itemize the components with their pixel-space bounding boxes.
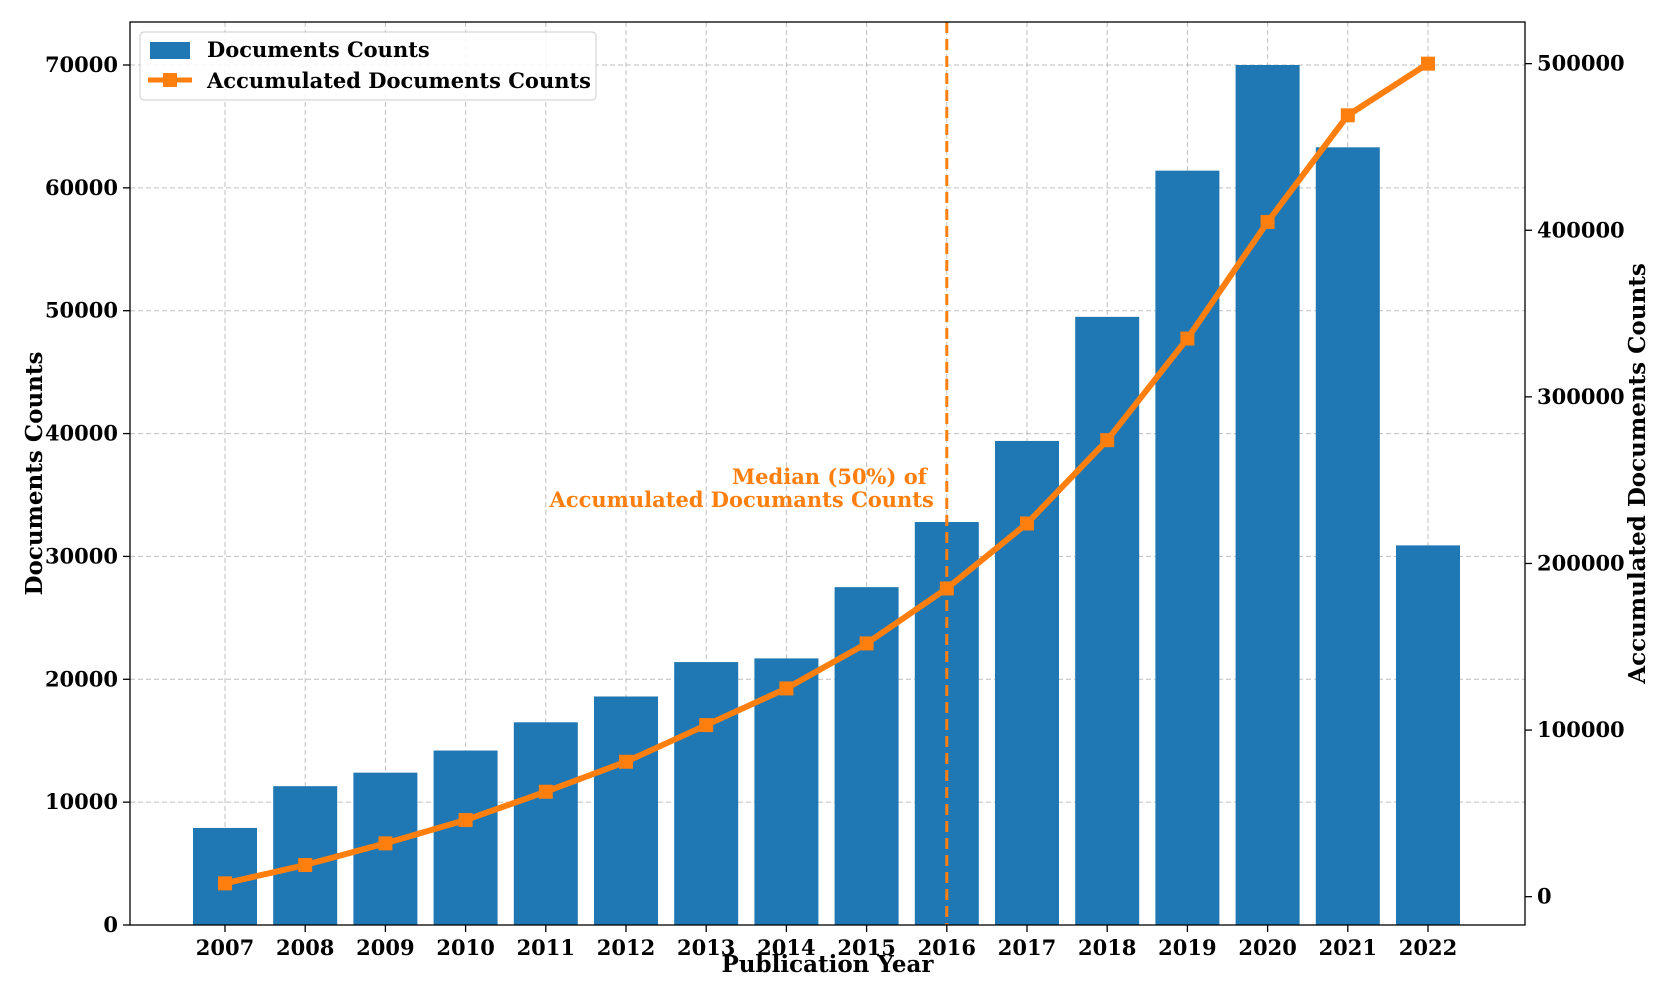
bar-2008 [273, 786, 338, 925]
x-tick-label: 2011 [517, 935, 575, 960]
bar-2017 [995, 440, 1059, 925]
point-2012 [619, 754, 633, 769]
legend-marker-accumulated-documents-counts [163, 73, 177, 87]
x-tick-label: 2020 [1238, 935, 1296, 960]
y-tick-label: 0 [103, 912, 118, 937]
x-tick-label: 2019 [1158, 935, 1216, 960]
point-2014 [779, 681, 794, 696]
y-tick-label: 20000 [45, 666, 118, 691]
accumulated-line-path [224, 61, 1430, 887]
x-tick-label: 2013 [677, 935, 735, 960]
point-2016 [939, 581, 954, 596]
legend-label-accumulated-documents-counts: Accumulated Documents Counts [206, 68, 591, 93]
x-axis-ticks: 2007 2008 2009 2010 2011 2012 2013 2014 2015 2016… [196, 925, 1457, 960]
point-2011 [538, 784, 553, 799]
y-tick-label: 60000 [45, 175, 118, 200]
x-tick-label: 2014 [757, 935, 815, 960]
y-tick-label: 40000 [45, 421, 118, 446]
y2-tick-label: 200000 [1537, 550, 1625, 575]
point-2020 [1260, 214, 1275, 229]
point-2007 [218, 876, 232, 891]
bar-2018 [1075, 316, 1140, 925]
median-annotation-line-2: Accumulated Documants Counts [549, 487, 934, 512]
x-tick-label: 2009 [356, 935, 414, 960]
x-tick-label: 2017 [998, 935, 1056, 960]
y-tick-label: 10000 [45, 789, 118, 814]
x-tick-label: 2008 [276, 935, 334, 960]
x-tick-label: 2015 [837, 935, 895, 960]
y-tick-label: 70000 [45, 52, 118, 77]
legend-box [139, 31, 597, 101]
bar-2010 [433, 750, 498, 925]
x-tick-label: 2022 [1399, 935, 1457, 960]
x-tick-label: 2021 [1319, 935, 1377, 960]
legend-swatch-documents-counts [150, 42, 190, 59]
bar-2013 [674, 662, 739, 925]
y-axis-label: Documents Counts [21, 352, 48, 596]
y2-tick-label: 300000 [1537, 384, 1625, 409]
bar-2019 [1155, 170, 1220, 925]
point-2013 [699, 718, 714, 733]
x-tick-label: 2016 [918, 935, 976, 960]
y-tick-label: 50000 [45, 298, 118, 323]
point-2021 [1340, 108, 1355, 123]
bar-2011 [513, 722, 578, 925]
bar-2021 [1315, 147, 1380, 926]
legend-label-documents-counts: Documents Counts [207, 37, 430, 62]
bar-2012 [594, 696, 658, 925]
x-tick-label: 2010 [436, 935, 494, 960]
point-2010 [458, 813, 473, 828]
right-axis-ticks: 0 100000 200000 300000 400000 500000 [1525, 51, 1625, 909]
bar-2020 [1235, 65, 1300, 925]
median-annotation-line-1: Median (50%) of [732, 464, 929, 489]
y2-tick-label: 0 [1537, 884, 1552, 909]
y2-tick-label: 400000 [1537, 217, 1625, 242]
point-2022 [1421, 56, 1435, 71]
point-2019 [1180, 331, 1195, 346]
point-2009 [378, 836, 393, 851]
line-series-accumulated-documents-counts [218, 56, 1435, 891]
y-tick-label: 30000 [45, 543, 118, 568]
x-tick-label: 2012 [597, 935, 655, 960]
bar-2014 [754, 658, 819, 925]
bar-2022 [1396, 545, 1460, 925]
y2-tick-label: 500000 [1537, 51, 1625, 76]
left-axis-ticks: 0 10000 20000 30000 40000 50000 60000 70000 [45, 52, 130, 937]
point-2017 [1020, 516, 1034, 531]
x-axis-label: Publication Year [722, 951, 935, 978]
point-2015 [859, 636, 874, 651]
y2-tick-label: 100000 [1537, 717, 1625, 742]
point-2008 [298, 858, 313, 873]
plot-frame [129, 21, 1526, 926]
x-tick-label: 2007 [196, 935, 254, 960]
y2-axis-label: Accumulated Documents Counts [1624, 263, 1651, 685]
point-2018 [1100, 433, 1115, 448]
x-tick-label: 2018 [1078, 935, 1136, 960]
legend: Documents Counts Accumulated Documents C… [139, 31, 597, 101]
